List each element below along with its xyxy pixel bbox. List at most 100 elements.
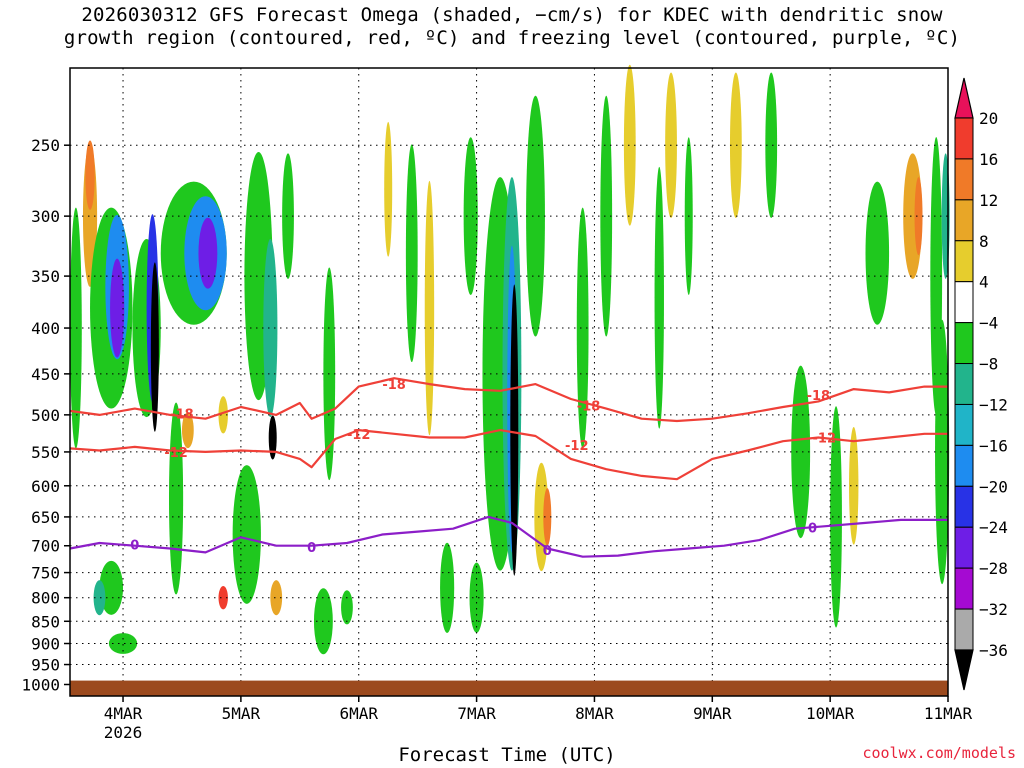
chart-title-line1: 2026030312 GFS Forecast Omega (shaded, −… (81, 4, 943, 26)
omega-shade (576, 207, 589, 449)
contour-label: 0 (130, 539, 139, 554)
y-tick-label: 850 (31, 612, 60, 631)
y-tick-label: 700 (31, 537, 60, 556)
colorbar-bin (954, 322, 974, 365)
colorbar-cap-bottom (954, 649, 974, 691)
x-tick-label: 4MAR (104, 704, 143, 723)
omega-shade (765, 72, 778, 218)
y-axis-ticks: 250 300 350 400 450 500 550 600 650 700 750 800 850 9… (21, 136, 70, 695)
colorbar-label: −12 (979, 395, 1008, 414)
contour-lines: -18 -18 -18 -18 -12 -12 -12 -12 0 0 0 0 (69, 377, 948, 559)
x-axis-ticks: 4MAR 5MAR 6MAR 7MAR 8MAR 9MAR 10MAR 11MAR 2026 (104, 696, 973, 742)
colorbar-label: −28 (979, 559, 1008, 578)
colorbar-cap-top (954, 77, 974, 119)
omega-shade (510, 284, 519, 576)
omega-shade (70, 207, 82, 449)
omega-shade (623, 64, 636, 226)
omega-shade (270, 580, 283, 616)
omega-shade (218, 396, 228, 434)
contour-label: 0 (808, 522, 817, 537)
colorbar-label: −20 (979, 477, 1008, 496)
colorbar-bin (954, 526, 974, 569)
colorbar-bin (954, 281, 974, 324)
colorbar-label: −4 (979, 314, 998, 333)
contour-label: -12 (813, 432, 837, 447)
colorbar-bin (954, 240, 974, 283)
y-tick-label: 1000 (21, 676, 60, 695)
omega-shade (469, 562, 484, 633)
y-tick-label: 950 (31, 656, 60, 675)
y-tick-label: 500 (31, 406, 60, 425)
contour-label: -12 (164, 446, 188, 461)
omega-shade (914, 177, 923, 256)
omega-shade (440, 542, 455, 633)
x-tick-label: 10MAR (806, 704, 855, 723)
y-tick-label: 900 (31, 635, 60, 654)
colorbar: 20 16 12 8 4 −4 −8 −12 −16 −20 −24 −28 −32 −36 (954, 77, 1008, 691)
x-tick-label: 9MAR (693, 704, 732, 723)
colorbar-label: −8 (979, 355, 998, 374)
contour-label: -12 (565, 439, 589, 454)
y-tick-label: 750 (31, 564, 60, 583)
y-tick-label: 350 (31, 267, 60, 286)
colorbar-label: −36 (979, 641, 1008, 660)
contour-label: -12 (347, 428, 371, 443)
contour-line (69, 429, 948, 481)
omega-shade (110, 258, 125, 358)
colorbar-label: −16 (979, 436, 1008, 455)
colorbar-bin (954, 199, 974, 242)
y-tick-label: 400 (31, 319, 60, 338)
chart-title-line2: growth region (contoured, red, ºC) and f… (63, 27, 961, 49)
omega-shade (232, 465, 261, 604)
contour-label: -18 (577, 399, 601, 414)
omega-shade (198, 217, 218, 289)
omega-shade (384, 121, 393, 257)
y-tick-label: 600 (31, 477, 60, 496)
omega-shade (791, 365, 811, 539)
y-tick-label: 800 (31, 589, 60, 608)
x-tick-label: 7MAR (457, 704, 496, 723)
omega-shade (543, 488, 552, 546)
colorbar-label: 8 (979, 232, 989, 251)
colorbar-label: −32 (979, 600, 1008, 619)
x-axis-label: Forecast Time (UTC) (398, 744, 616, 766)
x-tick-label: 11MAR (924, 704, 973, 723)
colorbar-label: 4 (979, 273, 989, 292)
credit-text[interactable]: coolwx.com/models (862, 744, 1016, 762)
omega-shade (729, 72, 742, 218)
omega-shade (405, 144, 418, 363)
omega-shade (268, 415, 277, 460)
omega-shade (168, 402, 184, 595)
contour-line (69, 377, 948, 423)
colorbar-bin (954, 567, 974, 610)
contour-line (69, 515, 948, 558)
colorbar-bin (954, 363, 974, 405)
gridlines (70, 68, 948, 696)
colorbar-bin (954, 158, 974, 201)
chart-title: 2026030312 GFS Forecast Omega (shaded, −… (0, 4, 1024, 50)
omega-shade (218, 586, 228, 610)
y-tick-label: 650 (31, 508, 60, 527)
x-year-label: 2026 (104, 723, 143, 742)
omega-shade (600, 95, 613, 337)
contour-label: -18 (807, 389, 831, 404)
colorbar-bin (954, 485, 974, 528)
x-tick-label: 5MAR (222, 704, 261, 723)
omega-shade (150, 262, 159, 432)
colorbar-label: 20 (979, 109, 998, 128)
omega-shade (93, 580, 106, 616)
colorbar-bin (954, 608, 974, 651)
x-tick-label: 6MAR (339, 704, 378, 723)
omega-shade (654, 166, 664, 429)
y-tick-label: 250 (31, 136, 60, 155)
colorbar-label: 16 (979, 150, 998, 169)
contour-label: -18 (170, 407, 194, 422)
colorbar-label: −24 (979, 518, 1008, 537)
plot-frame (69, 67, 949, 697)
omega-shade (282, 153, 294, 279)
y-tick-label: 450 (31, 365, 60, 384)
x-tick-label: 8MAR (575, 704, 614, 723)
colorbar-bin (954, 444, 974, 487)
y-tick-label: 550 (31, 443, 60, 462)
ground-fill (70, 680, 948, 696)
